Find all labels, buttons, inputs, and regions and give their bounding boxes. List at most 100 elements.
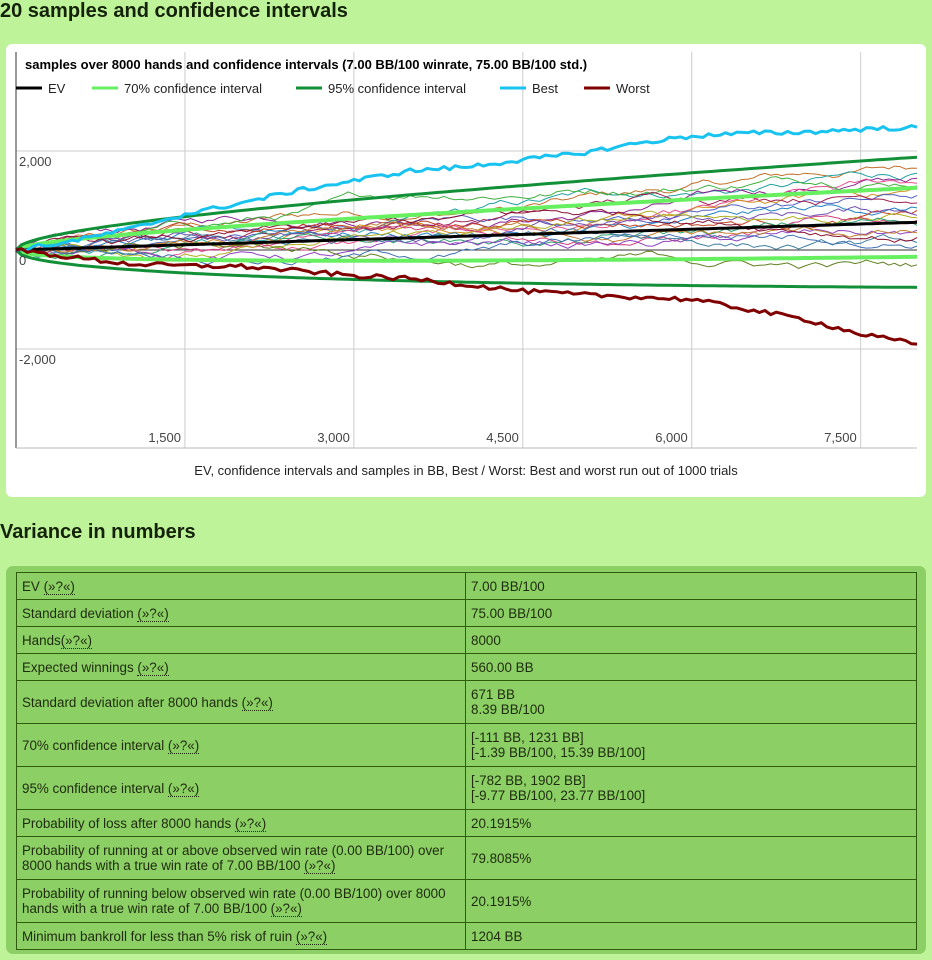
chart-card: 1,500 3,000 4,500 6,000 7,500 2,000 0 -2,000 sa… — [6, 44, 926, 497]
table-row: EV (»?«) 7.00 BB/100 — [16, 572, 917, 600]
row-label: Probability of running at or above obser… — [16, 836, 466, 880]
help-link[interactable]: (»?«) — [304, 858, 336, 874]
table-row: Standard deviation (»?«) 75.00 BB/100 — [16, 599, 917, 627]
row-label: 95% confidence interval (»?«) — [16, 766, 466, 810]
y-tick-label: 0 — [19, 253, 26, 268]
row-label-text: 95% confidence interval — [22, 780, 168, 796]
variance-table: EV (»?«) 7.00 BB/100 Standard deviation (»… — [16, 572, 917, 950]
table-row: Expected winnings (»?«) 560.00 BB — [16, 653, 917, 681]
variance-chart: 1,500 3,000 4,500 6,000 7,500 2,000 0 -2,000 sa… — [14, 52, 918, 478]
row-value: 75.00 BB/100 — [465, 599, 917, 627]
row-value-text: 560.00 BB — [471, 659, 534, 675]
x-tick-label: 7,500 — [824, 430, 857, 445]
row-value: 20.1915% — [465, 809, 917, 837]
table-row: Probability of running below observed wi… — [16, 879, 917, 923]
row-value: 8000 — [465, 626, 917, 654]
legend-label: Worst — [616, 81, 650, 96]
row-value-text: 1204 BB — [471, 928, 523, 944]
row-value: 20.1915% — [465, 879, 917, 923]
sample-line — [15, 176, 918, 252]
row-value-text: 671 BB — [471, 687, 515, 702]
help-link[interactable]: (»?«) — [167, 737, 200, 754]
legend-label: Best — [532, 81, 558, 96]
row-value-text: [-111 BB, 1231 BB] — [471, 730, 584, 745]
legend-item: Best — [500, 81, 558, 96]
table-row: Probability of running at or above obser… — [16, 836, 917, 880]
table-row: 70% confidence interval (»?«) [-111 BB, 1… — [16, 723, 917, 767]
y-tick-label: 2,000 — [19, 154, 52, 169]
row-label: Standard deviation after 8000 hands (»?«… — [16, 680, 466, 724]
row-label: Probability of loss after 8000 hands (»?… — [16, 809, 466, 837]
chart-section-heading: 20 samples and confidence intervals — [0, 0, 348, 22]
help-link[interactable]: (»?«) — [167, 780, 200, 797]
row-value: 1204 BB — [465, 922, 917, 950]
row-value-text: 20.1915% — [471, 815, 532, 831]
row-label-text: Probability of loss after 8000 hands — [22, 815, 235, 831]
row-label-text: Probability of running below observed wi… — [22, 886, 446, 916]
chart-title: samples over 8000 hands and confidence i… — [25, 57, 587, 72]
sample-line — [15, 205, 918, 251]
row-label-text: Expected winnings — [22, 659, 138, 675]
help-link[interactable]: (»?«) — [43, 578, 75, 595]
ci95-lower-line — [15, 248, 918, 289]
legend-label: 95% confidence interval — [328, 81, 466, 96]
x-tick-label: 1,500 — [148, 430, 181, 445]
legend-item: Worst — [584, 81, 650, 96]
table-row: 95% confidence interval (»?«) [-782 BB, 1… — [16, 766, 917, 810]
row-label: Expected winnings (»?«) — [16, 653, 466, 681]
row-label-text: Standard deviation — [22, 605, 138, 621]
ci70-upper-line — [15, 185, 918, 252]
row-value-text: 8.39 BB/100 — [471, 702, 545, 717]
y-tick-label: -2,000 — [19, 352, 56, 367]
row-value-text: 8000 — [471, 632, 501, 648]
row-label-text: Standard deviation after 8000 hands — [22, 694, 242, 710]
row-value: 671 BB 8.39 BB/100 — [465, 680, 917, 724]
row-value: 560.00 BB — [465, 653, 917, 681]
row-value-text: [-9.77 BB/100, 23.77 BB/100] — [471, 788, 646, 803]
help-link[interactable]: (»?«) — [234, 815, 267, 832]
row-value-text: [-782 BB, 1902 BB] — [471, 773, 586, 788]
legend-label: 70% confidence interval — [124, 81, 262, 96]
table-row: Standard deviation after 8000 hands (»?«… — [16, 680, 917, 724]
table-row: Minimum bankroll for less than 5% risk o… — [16, 922, 917, 950]
help-link[interactable]: (»?«) — [137, 659, 169, 676]
help-link[interactable]: (»?«) — [137, 605, 169, 622]
x-axis-label: EV, confidence intervals and samples in … — [194, 463, 738, 478]
row-label-text: 70% confidence interval — [22, 737, 168, 753]
row-value-text: 7.00 BB/100 — [471, 578, 545, 594]
row-value: [-111 BB, 1231 BB] [-1.39 BB/100, 15.39 B… — [465, 723, 917, 767]
legend-item: 95% confidence interval — [296, 81, 466, 96]
x-tick-label: 3,000 — [317, 430, 350, 445]
row-value-text: [-1.39 BB/100, 15.39 BB/100] — [471, 745, 646, 760]
ci70-lower-line — [15, 248, 918, 263]
numbers-section-heading: Variance in numbers — [0, 521, 196, 543]
row-label: Probability of running below observed wi… — [16, 879, 466, 923]
row-label-text: Probability of running at or above obser… — [22, 843, 445, 873]
ev-line — [15, 220, 918, 252]
table-row: Hands(»?«) 8000 — [16, 626, 917, 654]
help-link[interactable]: (»?«) — [295, 928, 328, 945]
row-label: Hands(»?«) — [16, 626, 466, 654]
legend-label: EV — [48, 81, 66, 96]
sample-line — [15, 221, 918, 253]
row-label: 70% confidence interval (»?«) — [16, 723, 466, 767]
row-value: [-782 BB, 1902 BB] [-9.77 BB/100, 23.77 B… — [465, 766, 917, 810]
help-link[interactable]: (»?«) — [270, 901, 302, 917]
row-label: Standard deviation (»?«) — [16, 599, 466, 627]
x-tick-label: 6,000 — [655, 430, 688, 445]
help-link[interactable]: (»?«) — [241, 694, 273, 711]
sample-line — [15, 233, 918, 266]
row-value-text: 79.8085% — [471, 850, 532, 866]
x-tick-label: 4,500 — [486, 430, 519, 445]
row-value-text: 20.1915% — [471, 893, 532, 909]
worst-run-line — [15, 247, 918, 346]
help-link[interactable]: (»?«) — [60, 632, 92, 649]
row-label-text: Hands — [22, 632, 61, 648]
legend-item: EV — [16, 81, 66, 96]
row-label-text: Minimum bankroll for less than 5% risk o… — [22, 928, 296, 944]
row-value: 7.00 BB/100 — [465, 572, 917, 600]
legend-item: 70% confidence interval — [92, 81, 262, 96]
row-label-text: EV — [22, 578, 44, 594]
table-row: Probability of loss after 8000 hands (»?… — [16, 809, 917, 837]
row-value-text: 75.00 BB/100 — [471, 605, 553, 621]
